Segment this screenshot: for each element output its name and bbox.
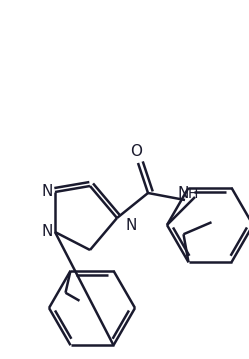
Text: O: O [130,144,142,159]
Text: N: N [41,224,53,239]
Text: N: N [177,186,189,201]
Text: H: H [188,187,198,201]
Text: N: N [125,219,137,233]
Text: N: N [41,185,53,200]
